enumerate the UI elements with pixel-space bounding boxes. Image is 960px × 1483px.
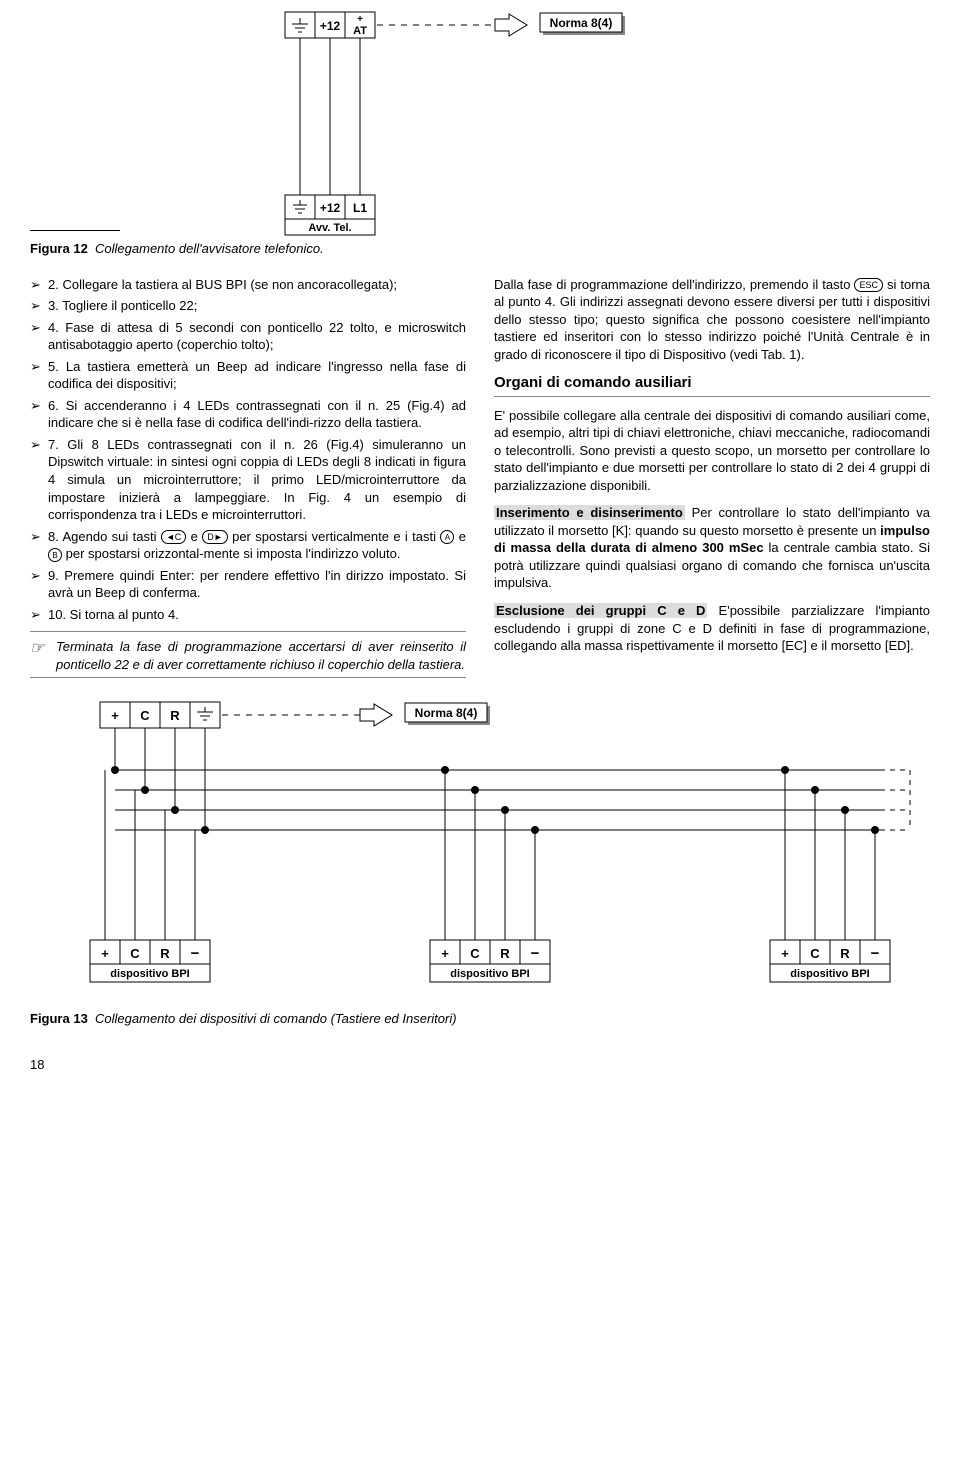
svg-text:dispositivo BPI: dispositivo BPI xyxy=(790,968,869,980)
para-indirizzo: Dalla fase di programmazione dell'indiri… xyxy=(494,276,930,364)
step-2: 2. Collegare la tastiera al BUS BPI (se … xyxy=(48,276,397,294)
text-columns: ➢2. Collegare la tastiera al BUS BPI (se… xyxy=(30,276,930,679)
svg-text:C: C xyxy=(130,946,140,961)
figure-12-diagram: +12 + AT Norma 8(4) +12 L1 Avv. Tel. xyxy=(30,10,930,240)
step-4: 4. Fase di attesa di 5 secondi con ponti… xyxy=(48,319,466,354)
svg-text:+: + xyxy=(441,946,449,961)
left-column: ➢2. Collegare la tastiera al BUS BPI (se… xyxy=(30,276,466,679)
step-5: 5. La tastiera emetterà un Beep ad indic… xyxy=(48,358,466,393)
svg-text:+: + xyxy=(357,14,363,25)
note-paragraph: ☞ Terminata la fase di programmazione ac… xyxy=(30,638,466,673)
svg-text:Norma 8(4): Norma 8(4) xyxy=(550,16,613,30)
svg-text:Avv. Tel.: Avv. Tel. xyxy=(308,222,351,234)
page-number: 18 xyxy=(30,1056,930,1074)
svg-text:R: R xyxy=(500,946,510,961)
step-7: 7. Gli 8 LEDs contrassegnati con il n. 2… xyxy=(48,436,466,524)
svg-text:Norma 8(4): Norma 8(4) xyxy=(415,706,478,720)
para-inserimento: Inserimento e disinserimento Per control… xyxy=(494,504,930,592)
svg-text:−: − xyxy=(531,945,540,962)
svg-text:dispositivo BPI: dispositivo BPI xyxy=(450,968,529,980)
svg-text:−: − xyxy=(871,945,880,962)
hand-icon: ☞ xyxy=(30,638,56,673)
svg-text:L1: L1 xyxy=(353,201,367,215)
svg-text:R: R xyxy=(170,708,180,723)
svg-text:+: + xyxy=(781,946,789,961)
svg-text:dispositivo BPI: dispositivo BPI xyxy=(110,968,189,980)
svg-text:C: C xyxy=(810,946,820,961)
svg-text:+: + xyxy=(111,708,119,723)
svg-text:C: C xyxy=(470,946,480,961)
svg-text:+12: +12 xyxy=(320,19,341,33)
figure-13-svg: + C R Norma 8(4) xyxy=(30,700,930,1010)
right-column: Dalla fase di programmazione dell'indiri… xyxy=(494,276,930,679)
svg-text:R: R xyxy=(840,946,850,961)
para-organi: E' possibile collegare alla centrale dei… xyxy=(494,407,930,495)
figure-13-caption: Figura 13 Collegamento dei dispositivi d… xyxy=(30,1010,930,1028)
step-8: 8. Agendo sui tasti ◄C e D► per spostars… xyxy=(48,528,466,563)
figure-12-svg: +12 + AT Norma 8(4) +12 L1 Avv. Tel. xyxy=(265,10,695,240)
step-9: 9. Premere quindi Enter: per rendere eff… xyxy=(48,567,466,602)
svg-text:AT: AT xyxy=(353,25,367,37)
svg-text:+12: +12 xyxy=(320,201,341,215)
step-6: 6. Si accenderanno i 4 LEDs contrassegna… xyxy=(48,397,466,432)
step-10: 10. Si torna al punto 4. xyxy=(48,606,179,624)
heading-organi: Organi di comando ausiliari xyxy=(494,373,930,396)
para-esclusione: Esclusione dei gruppi C e D E'possibile … xyxy=(494,602,930,655)
figure-12-caption: Figura 12 Collegamento dell'avvisatore t… xyxy=(30,240,930,258)
svg-text:+: + xyxy=(101,946,109,961)
figure-13-diagram: + C R Norma 8(4) xyxy=(30,700,930,1010)
svg-text:R: R xyxy=(160,946,170,961)
svg-text:−: − xyxy=(191,945,200,962)
step-3: 3. Togliere il ponticello 22; xyxy=(48,297,197,315)
svg-text:C: C xyxy=(140,708,150,723)
